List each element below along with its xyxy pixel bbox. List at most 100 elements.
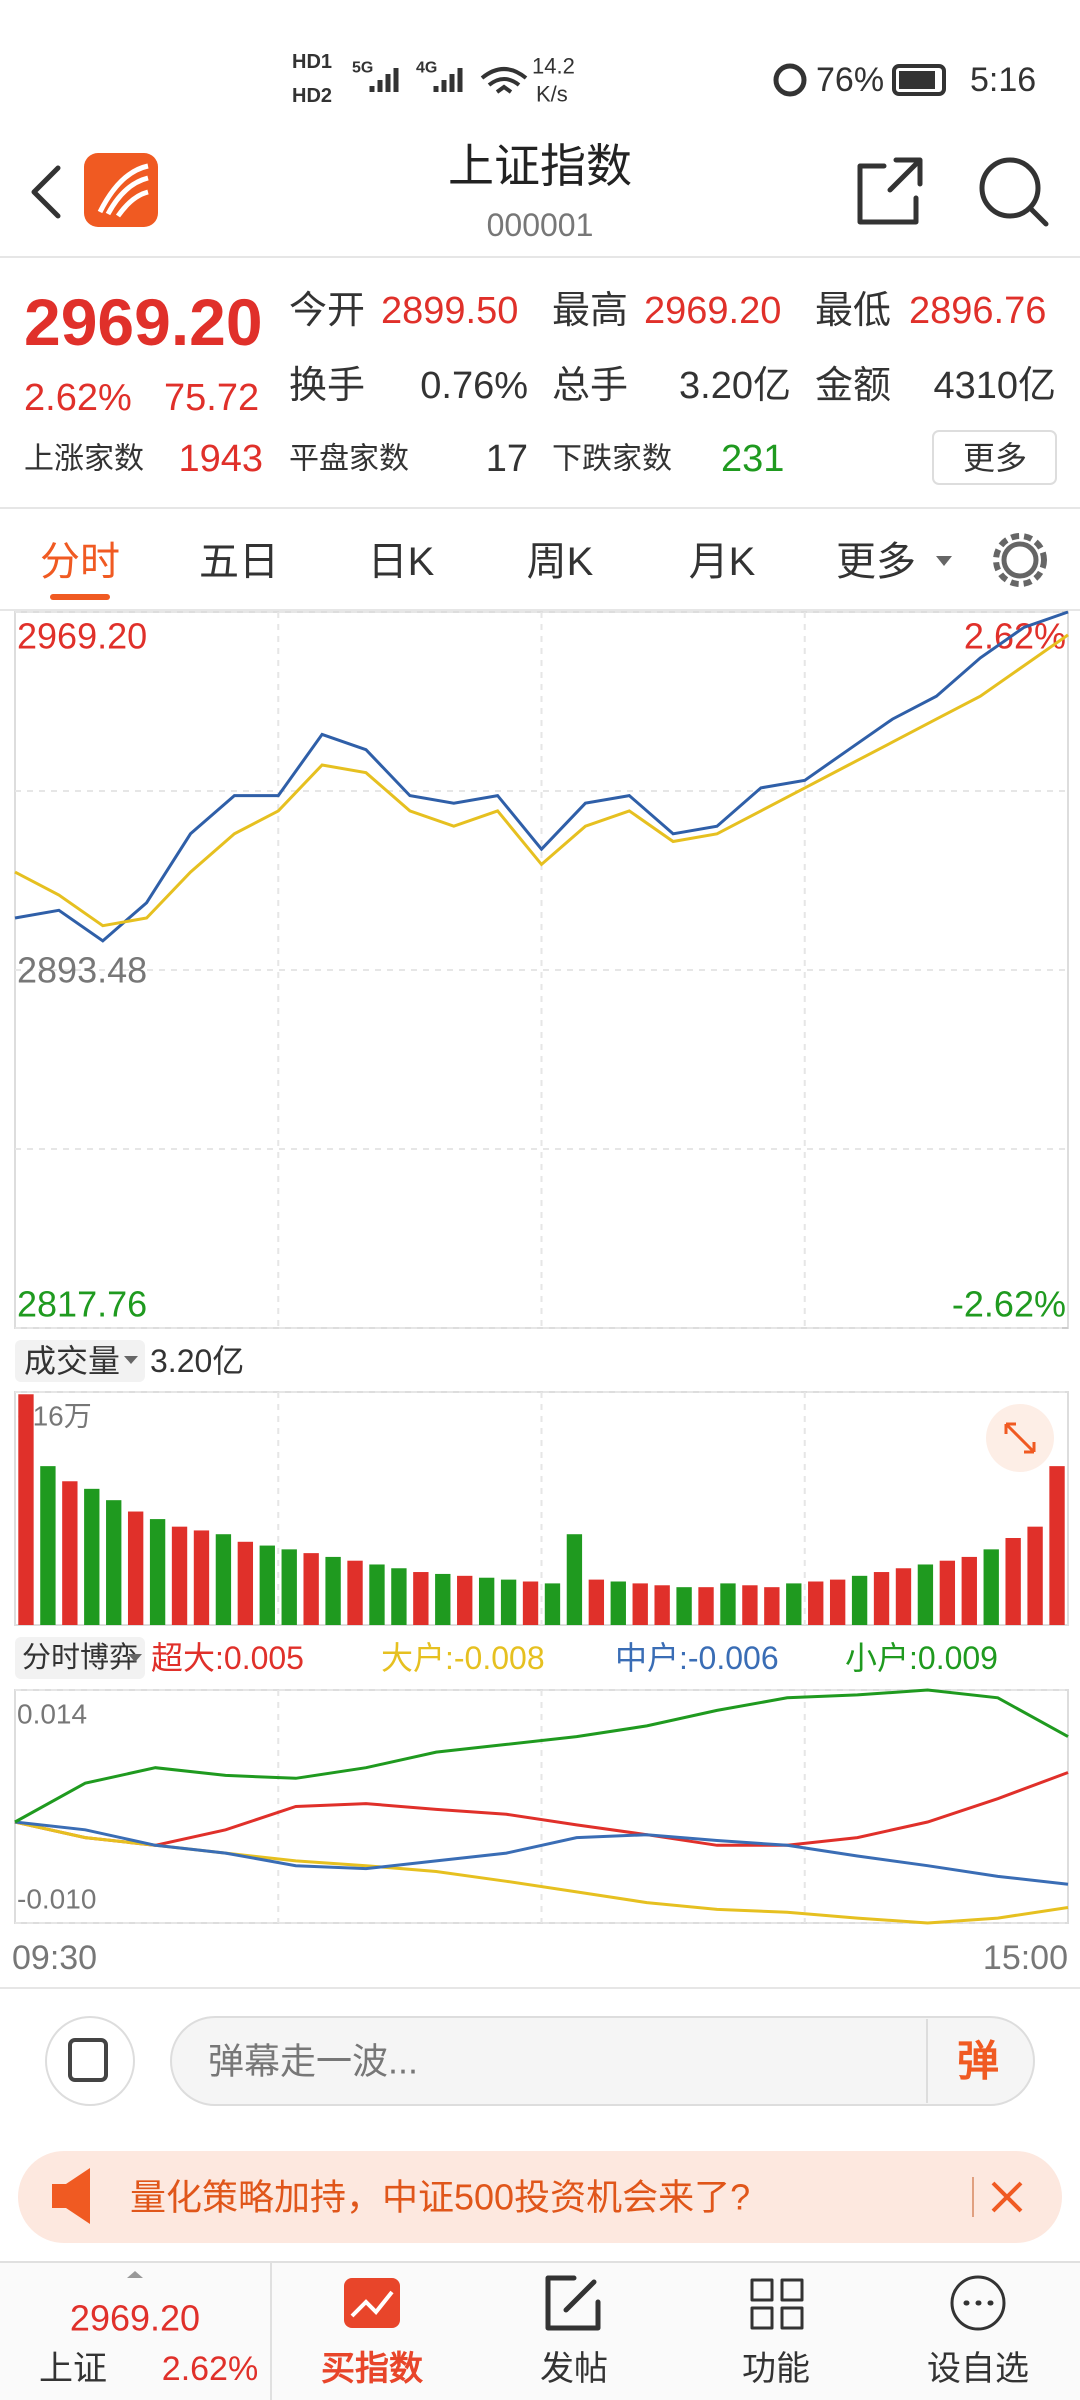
time-end: 15:00: [983, 1939, 1068, 1977]
volume-bar: [84, 1488, 100, 1625]
time-start: 09:30: [12, 1939, 97, 1977]
volume-selector[interactable]: [15, 1340, 145, 1382]
y2-tick-label: 2.62%: [964, 616, 1066, 657]
logo-mark: [97, 163, 149, 218]
hd-badge: HD2: [292, 85, 332, 107]
comment-input[interactable]: [170, 2016, 1035, 2106]
period-tab[interactable]: 更多: [836, 540, 916, 584]
turnover-label: 换手: [289, 365, 365, 407]
volume-total: 3.20亿: [150, 1343, 244, 1379]
volume-bar: [259, 1545, 275, 1625]
volume-bar: [654, 1585, 670, 1625]
bottom-nav: 2969.20 上证 2.62% 买指数 发帖 功能 设自选: [0, 2261, 1080, 2400]
amount-value: 4310亿: [933, 365, 1056, 407]
battery-icon: [892, 64, 946, 96]
legend-entry: 超大:0.005: [151, 1640, 304, 1676]
series-line: [14, 1688, 1069, 1824]
volume-bar: [1005, 1538, 1021, 1625]
nav-price: 2969.20: [70, 2298, 200, 2339]
nav-buy-index[interactable]: 买指数: [321, 2350, 423, 2388]
period-tab[interactable]: 分时: [40, 540, 120, 584]
y2-tick-label: -2.62%: [952, 1284, 1066, 1325]
volume-bar: [325, 1556, 341, 1625]
megaphone-icon: [52, 2168, 90, 2224]
period-tab[interactable]: 周K: [527, 540, 594, 584]
open-value: 2899.50: [381, 290, 518, 332]
quote-panel: 2969.20 2.62% 75.72 今开 2899.50 最高 2969.2…: [0, 285, 1080, 509]
high-value: 2969.20: [644, 290, 781, 332]
back-button[interactable]: [31, 165, 61, 219]
volume-bar: [281, 1549, 297, 1625]
change-percent: 2.62%: [24, 377, 132, 419]
low-value: 2896.76: [909, 290, 1046, 332]
dropdown-arrow: [124, 1356, 138, 1364]
period-tab[interactable]: 五日: [199, 540, 279, 584]
volume-bar: [961, 1556, 977, 1625]
comment-list-button[interactable]: [45, 2016, 135, 2106]
open-label: 今开: [289, 290, 365, 332]
search-button[interactable]: [979, 157, 1041, 219]
volume-bar: [786, 1583, 802, 1625]
search-handle: [1027, 205, 1049, 227]
last-price: 2969.20: [24, 285, 263, 359]
period-tab[interactable]: 日K: [368, 540, 435, 584]
net-speed-unit: K/s: [536, 82, 568, 107]
volume-bar: [983, 1549, 999, 1625]
volume-bar: [829, 1579, 846, 1625]
period-tab[interactable]: 月K: [689, 540, 756, 584]
unchanged-value: 17: [486, 438, 528, 480]
expand-icon: [1004, 1422, 1036, 1454]
volume-bar: [457, 1575, 473, 1625]
volume-bar: [171, 1526, 188, 1625]
nav-change: 2.62%: [162, 2350, 258, 2388]
share-button[interactable]: [857, 157, 923, 225]
more-button[interactable]: [932, 430, 1057, 485]
volume-bar: [478, 1577, 495, 1625]
danmaku-button[interactable]: 弹: [957, 2038, 999, 2085]
comment-bar: 弹幕走一波... 弹: [45, 2016, 1035, 2106]
nav-functions[interactable]: 功能: [742, 2350, 810, 2388]
series-line: [14, 610, 1069, 943]
close-banner[interactable]: [991, 2181, 1023, 2213]
signal-icon: [433, 68, 463, 92]
volume-label: 总手: [552, 365, 628, 407]
volume-bar: [676, 1587, 692, 1625]
alarm-icon: [773, 63, 807, 97]
advancers-value: 1943: [178, 438, 263, 480]
series-line: [14, 1820, 1069, 1886]
series-line: [14, 633, 1069, 928]
decliners-value: 231: [721, 438, 784, 480]
promo-banner: 量化策略加持，中证500投资机会来了?: [18, 2151, 1062, 2243]
signal-icon: [369, 68, 399, 92]
battery-fill: [899, 71, 935, 89]
net-speed: 14.2: [532, 54, 575, 79]
nav-watchlist[interactable]: 设自选: [927, 2350, 1029, 2388]
functions-icon: [750, 2278, 804, 2330]
volume-bar: [127, 1511, 144, 1625]
volume-bar: [742, 1585, 758, 1625]
banner-background[interactable]: [18, 2151, 1062, 2243]
nav-index-name: 上证: [39, 2350, 107, 2388]
page-title: 上证指数: [448, 140, 632, 192]
series-line: [14, 1771, 1069, 1847]
status-bar: HD1 HD2 5G 4G 14.2 K/s 76% 5:16: [292, 51, 1036, 107]
volume-bar: [720, 1583, 736, 1625]
nav-post[interactable]: 发帖: [540, 2350, 608, 2388]
dropdown-arrow: [128, 1654, 142, 1662]
volume-title: 成交量: [24, 1343, 120, 1379]
settings-button[interactable]: [1001, 541, 1039, 579]
network-type: 5G: [352, 60, 373, 77]
network-type: 4G: [416, 60, 437, 77]
chart-frames: [14, 611, 1069, 1924]
y-tick-label: 2817.76: [17, 1284, 147, 1325]
low-label: 最低: [815, 290, 891, 332]
indicator-selector[interactable]: [15, 1637, 145, 1679]
post-icon: [545, 2275, 601, 2331]
volume-bar: [347, 1560, 363, 1625]
expand-arrow: [127, 2271, 143, 2278]
banner-text: 量化策略加持，中证500投资机会来了?: [130, 2177, 750, 2218]
decliners-label: 下跌家数: [552, 443, 672, 476]
high-label: 最高: [552, 290, 628, 332]
buy-index-icon: [344, 2278, 400, 2328]
volume-bar: [808, 1581, 824, 1625]
